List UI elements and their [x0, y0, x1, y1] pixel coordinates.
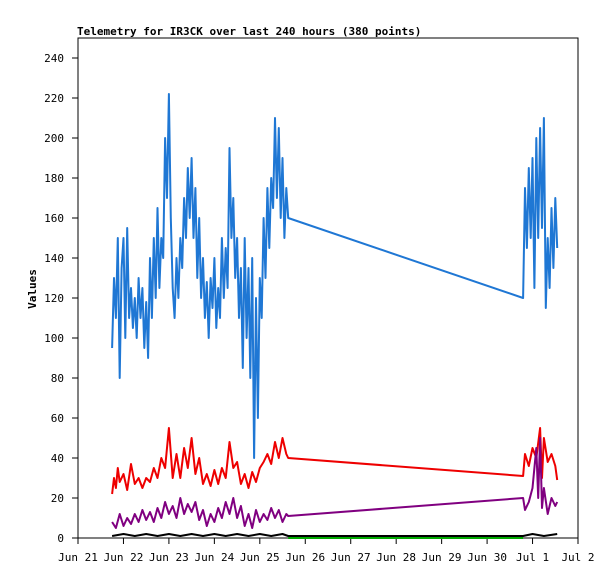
y-tick-label: 120 [44, 292, 64, 305]
x-tick-label: Jun 23 [149, 551, 189, 564]
y-tick-label: 220 [44, 92, 64, 105]
y-tick-label: 80 [51, 372, 64, 385]
x-tick-label: Jul 2 [561, 551, 594, 564]
x-tick-label: Jun 22 [104, 551, 144, 564]
series-line-1 [111, 427, 559, 495]
y-tick-label: 20 [51, 492, 64, 505]
series-line-0 [111, 93, 559, 459]
x-tick-label: Jul 1 [516, 551, 549, 564]
x-tick-label: Jun 21 [58, 551, 98, 564]
x-tick-label: Jun 29 [422, 551, 462, 564]
x-tick-label: Jun 30 [467, 551, 507, 564]
y-tick-label: 100 [44, 332, 64, 345]
y-tick-label: 160 [44, 212, 64, 225]
series-line-3 [111, 533, 558, 537]
x-tick-label: Jun 25 [240, 551, 280, 564]
y-tick-label: 140 [44, 252, 64, 265]
y-tick-label: 60 [51, 412, 64, 425]
x-tick-label: Jun 28 [376, 551, 416, 564]
y-tick-label: 40 [51, 452, 64, 465]
y-tick-label: 240 [44, 52, 64, 65]
series-group [111, 93, 559, 539]
y-axis: 0 20 40 60 80 100 120 140 160 180 200 220 240 [44, 52, 78, 545]
y-tick-label: 0 [57, 532, 64, 545]
x-tick-label: Jun 27 [331, 551, 371, 564]
x-tick-label: Jun 24 [194, 551, 234, 564]
x-tick-label: Jun 26 [285, 551, 325, 564]
series-line-2 [111, 437, 559, 529]
chart-title: Telemetry for IR3CK over last 240 hours … [77, 25, 421, 38]
x-axis: Jun 21 Jun 22 Jun 23 Jun 24 Jun 25 Jun 26 Jun … [58, 538, 595, 564]
y-tick-label: 200 [44, 132, 64, 145]
y-tick-label: 180 [44, 172, 64, 185]
y-axis-label: Values [26, 269, 39, 309]
